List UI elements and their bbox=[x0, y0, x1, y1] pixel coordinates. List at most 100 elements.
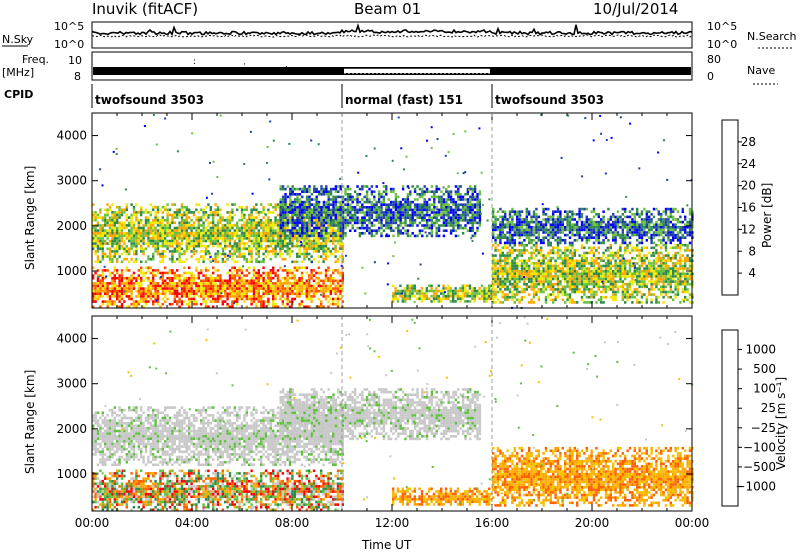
echo-cell bbox=[365, 198, 369, 201]
echo-cell bbox=[409, 234, 412, 238]
echo-cell bbox=[147, 269, 150, 272]
echo-cell bbox=[556, 246, 560, 250]
echo-cell bbox=[156, 292, 160, 296]
echo-cell bbox=[576, 285, 579, 289]
echo-cell bbox=[96, 231, 100, 235]
echo-cell bbox=[466, 221, 470, 225]
echo-cell bbox=[152, 234, 155, 238]
echo-cell bbox=[212, 305, 215, 309]
echo-cell bbox=[638, 259, 641, 263]
echo-cell bbox=[250, 218, 253, 222]
echo-cell bbox=[430, 232, 434, 235]
echo-cell bbox=[142, 287, 145, 290]
echo-cell bbox=[128, 269, 131, 272]
echo-cell bbox=[176, 292, 179, 296]
echo-cell bbox=[128, 239, 131, 243]
echo-cell bbox=[168, 269, 172, 272]
echo-cell bbox=[609, 272, 612, 276]
echo-cell bbox=[382, 224, 386, 227]
echo-cell bbox=[317, 234, 321, 238]
echo-cell bbox=[516, 288, 519, 291]
echo-cell bbox=[288, 287, 292, 290]
echo-cell bbox=[585, 269, 588, 273]
echo-cell bbox=[590, 293, 593, 296]
echo-cell bbox=[159, 271, 162, 275]
echo-cell bbox=[631, 249, 634, 252]
echo-cell bbox=[341, 250, 344, 253]
echo-cell bbox=[164, 289, 167, 293]
echo-cell bbox=[488, 294, 491, 298]
echo-cell bbox=[185, 302, 188, 306]
echo-cell bbox=[226, 297, 229, 301]
echo-cell bbox=[602, 251, 605, 255]
echo-cell bbox=[149, 271, 152, 275]
echo-cell bbox=[137, 300, 140, 303]
echo-cell bbox=[252, 279, 256, 283]
echo-cell bbox=[104, 234, 107, 238]
echo-cell bbox=[535, 262, 538, 265]
echo-cell bbox=[116, 297, 119, 301]
echo-cell bbox=[204, 295, 208, 298]
echo-cell bbox=[300, 282, 304, 285]
echo-cell bbox=[279, 237, 282, 240]
echo-cell bbox=[291, 229, 294, 232]
echo-cell bbox=[583, 259, 586, 263]
echo-cell bbox=[413, 284, 416, 288]
echo-cell bbox=[156, 297, 160, 301]
echo-cell bbox=[202, 295, 205, 298]
echo-cell bbox=[322, 216, 326, 219]
echo-cell bbox=[166, 282, 169, 285]
echo-cell bbox=[636, 280, 639, 283]
echo-cell bbox=[228, 213, 232, 217]
echo-cell bbox=[286, 284, 289, 288]
echo-cell bbox=[296, 252, 299, 256]
echo-cell bbox=[180, 229, 184, 232]
echo-cell bbox=[518, 254, 521, 257]
echo-cell bbox=[140, 234, 143, 238]
echo-cell bbox=[416, 292, 419, 295]
echo-cell bbox=[236, 221, 239, 225]
echo-cell bbox=[619, 246, 622, 250]
echo-cell bbox=[111, 300, 114, 303]
echo-cell bbox=[578, 277, 581, 281]
echo-cell bbox=[269, 269, 272, 272]
echo-cell bbox=[568, 264, 572, 268]
echo-cell bbox=[279, 187, 282, 191]
echo-cell bbox=[327, 279, 330, 283]
echo-cell bbox=[128, 224, 131, 227]
echo-cell bbox=[308, 195, 311, 199]
echo-cell bbox=[99, 279, 102, 283]
echo-cell bbox=[334, 198, 338, 201]
echo-cell bbox=[595, 262, 598, 265]
echo-cell bbox=[636, 272, 639, 276]
echo-cell bbox=[231, 295, 234, 298]
echo-cell bbox=[324, 247, 328, 251]
echo-cell bbox=[411, 294, 414, 298]
echo-cell bbox=[442, 211, 446, 214]
echo-cell bbox=[200, 237, 203, 240]
echo-cell bbox=[511, 259, 514, 263]
echo-cell bbox=[291, 234, 294, 238]
echo-cell bbox=[445, 206, 448, 209]
echo-cell bbox=[516, 254, 519, 257]
echo-cell bbox=[368, 221, 371, 225]
echo-cell bbox=[125, 284, 128, 288]
echo-cell bbox=[428, 219, 431, 222]
echo-cell bbox=[332, 234, 335, 238]
echo-cell bbox=[349, 203, 352, 206]
echo-cell bbox=[281, 300, 284, 303]
echo-cell bbox=[636, 254, 639, 257]
echo-cell bbox=[120, 244, 124, 248]
echo-cell bbox=[161, 244, 164, 248]
echo-cell bbox=[310, 244, 313, 248]
echo-cell bbox=[125, 244, 128, 248]
echo-cell bbox=[156, 289, 160, 293]
echo-cell bbox=[204, 300, 208, 303]
echo-cell bbox=[197, 242, 200, 245]
echo-cell bbox=[250, 213, 253, 217]
echo-cell bbox=[303, 185, 306, 188]
echo-cell bbox=[454, 193, 458, 196]
echo-cell bbox=[457, 190, 460, 193]
echo-cell bbox=[385, 208, 388, 212]
echo-cell bbox=[559, 269, 562, 273]
